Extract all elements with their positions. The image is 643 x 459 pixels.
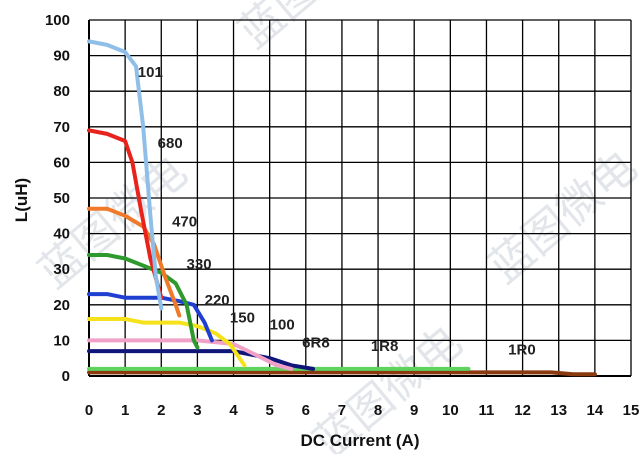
series-line-6r8 [87,349,315,371]
grid-layer [88,19,632,377]
y-tick-label: 40 [53,226,70,243]
series-line-100 [87,338,294,371]
y-axis-title: L(uH) [12,178,31,222]
x-tick-label: 4 [229,402,238,419]
series-label-220: 220 [205,292,230,309]
series-label-101: 101 [138,64,163,81]
x-tick-label: 12 [514,402,531,419]
x-tick-label: 9 [410,402,418,419]
series-label-150: 150 [230,310,255,327]
series-layer [87,39,597,377]
x-tick-label: 6 [302,402,310,419]
series-line-1r0 [87,370,597,377]
series-label-1r0: 1R0 [508,342,536,359]
y-tick-label: 80 [53,83,70,100]
watermarks: 蓝图微电 蓝图微电 蓝图微电 蓝图微电 [29,0,643,459]
tick-layer: 0 1 2 3 4 5 6 7 8 9 10 11 12 13 14 15010203040506070809… [45,12,639,419]
y-tick-label: 60 [53,154,70,171]
x-tick-label: 14 [587,402,604,419]
series-label-6r8: 6R8 [302,335,330,352]
watermark: 蓝图微电 [479,141,643,293]
y-tick-label: 70 [53,119,70,136]
x-tick-label: 1 [121,402,129,419]
x-tick-label: 3 [193,402,201,419]
y-tick-label: 0 [62,368,70,385]
y-tick-label: 10 [53,332,70,349]
series-label-100: 100 [270,317,295,334]
x-tick-label: 10 [442,402,459,419]
series-label-330: 330 [187,256,212,273]
x-tick-label: 15 [623,402,640,419]
x-tick-label: 7 [338,402,346,419]
y-tick-label: 20 [53,297,70,314]
watermark: 蓝图微电 [229,0,397,58]
series-line-470 [87,206,182,318]
series-line-330 [87,253,200,350]
y-tick-label: 100 [45,12,70,29]
series-line-101 [87,39,164,311]
series-label-1r8: 1R8 [371,338,399,355]
x-axis-title: DC Current (A) [301,431,420,450]
y-tick-label: 90 [53,48,70,65]
x-tick-label: 13 [550,402,567,419]
x-tick-label: 8 [374,402,382,419]
x-tick-label: 2 [157,402,165,419]
x-tick-label: 0 [85,402,93,419]
y-tick-label: 50 [53,190,70,207]
series-label-470: 470 [172,213,197,230]
series-line-150 [87,317,247,368]
x-tick-label: 5 [265,402,273,419]
y-tick-label: 30 [53,261,70,278]
series-line-680 [87,128,164,300]
series-label-680: 680 [158,135,183,152]
x-tick-label: 11 [479,402,495,419]
